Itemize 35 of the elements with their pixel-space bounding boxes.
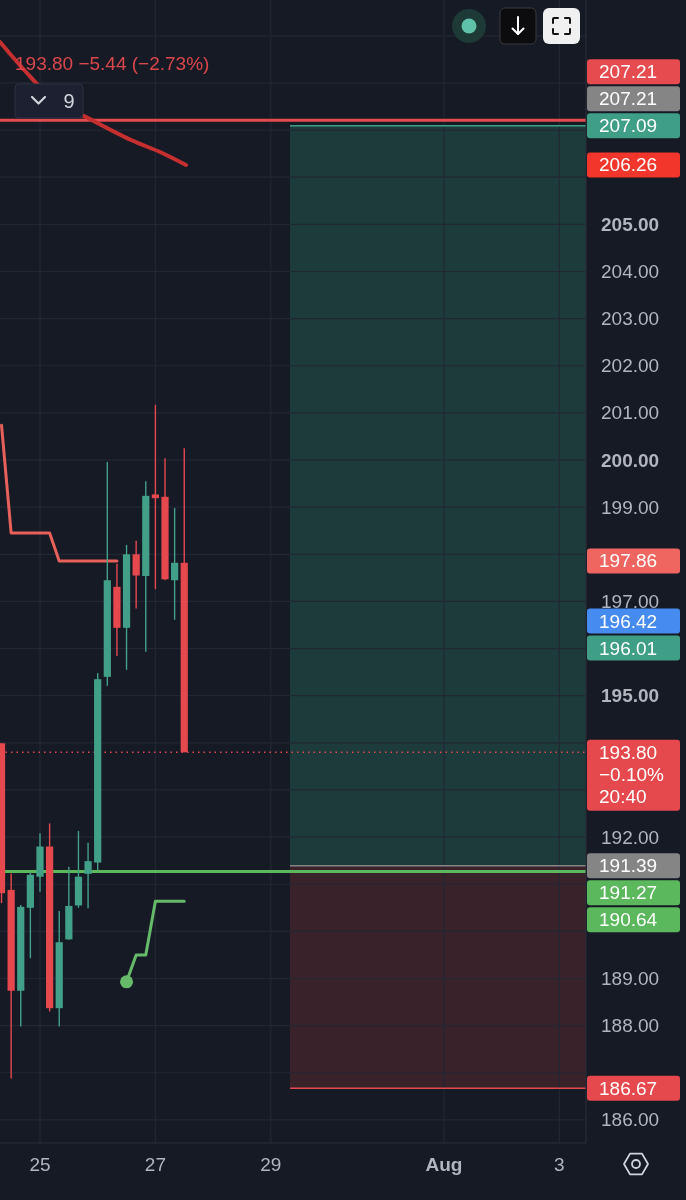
candlestick	[84, 842, 92, 909]
y-tick-label: 202.00	[601, 355, 660, 377]
annotation: 207.21	[599, 88, 658, 110]
candlestick	[171, 507, 179, 621]
y-tick-label: 192.00	[601, 826, 660, 848]
candlestick	[132, 539, 140, 610]
candlestick	[151, 404, 159, 590]
annotation: 196.42	[599, 610, 658, 632]
ref-line-label: 193.80 −0.10% 20:40	[599, 741, 665, 807]
y-tick-label: 188.00	[601, 1015, 660, 1037]
x-tick-label: 3	[554, 1153, 565, 1175]
annotation: 9	[63, 90, 75, 112]
y-tick-label: 200.00	[601, 449, 660, 471]
x-tick-label: 29	[260, 1153, 282, 1175]
annotation: 207.21	[599, 61, 658, 83]
y-tick-label: 197.00	[601, 590, 660, 612]
x-tick-label: 25	[29, 1153, 51, 1175]
ref-line-label: 207.09	[599, 115, 658, 137]
y-tick-label: 199.00	[601, 496, 660, 518]
y-tick-label: 203.00	[601, 308, 660, 330]
annotation: 196.01	[599, 637, 658, 659]
ref-line-label: 191.39	[599, 855, 658, 877]
x-tick-label: 27	[144, 1153, 166, 1175]
annotation: 206.26	[599, 154, 658, 176]
y-tick-label: 186.00	[601, 1109, 660, 1131]
annotation: 191.27	[599, 882, 658, 904]
y-tick-label: 189.00	[601, 968, 660, 989]
annotation: 197.86	[599, 550, 658, 572]
annotation: 190.64	[599, 909, 658, 931]
y-tick-label: 205.00	[601, 213, 660, 235]
y-tick-label: 201.00	[601, 402, 660, 424]
y-tick-label: 195.00	[601, 685, 660, 707]
y-tick-label: 204.00	[601, 260, 660, 282]
ref-line-label: 186.67	[599, 1077, 658, 1099]
x-tick-label: Aug	[425, 1153, 463, 1175]
